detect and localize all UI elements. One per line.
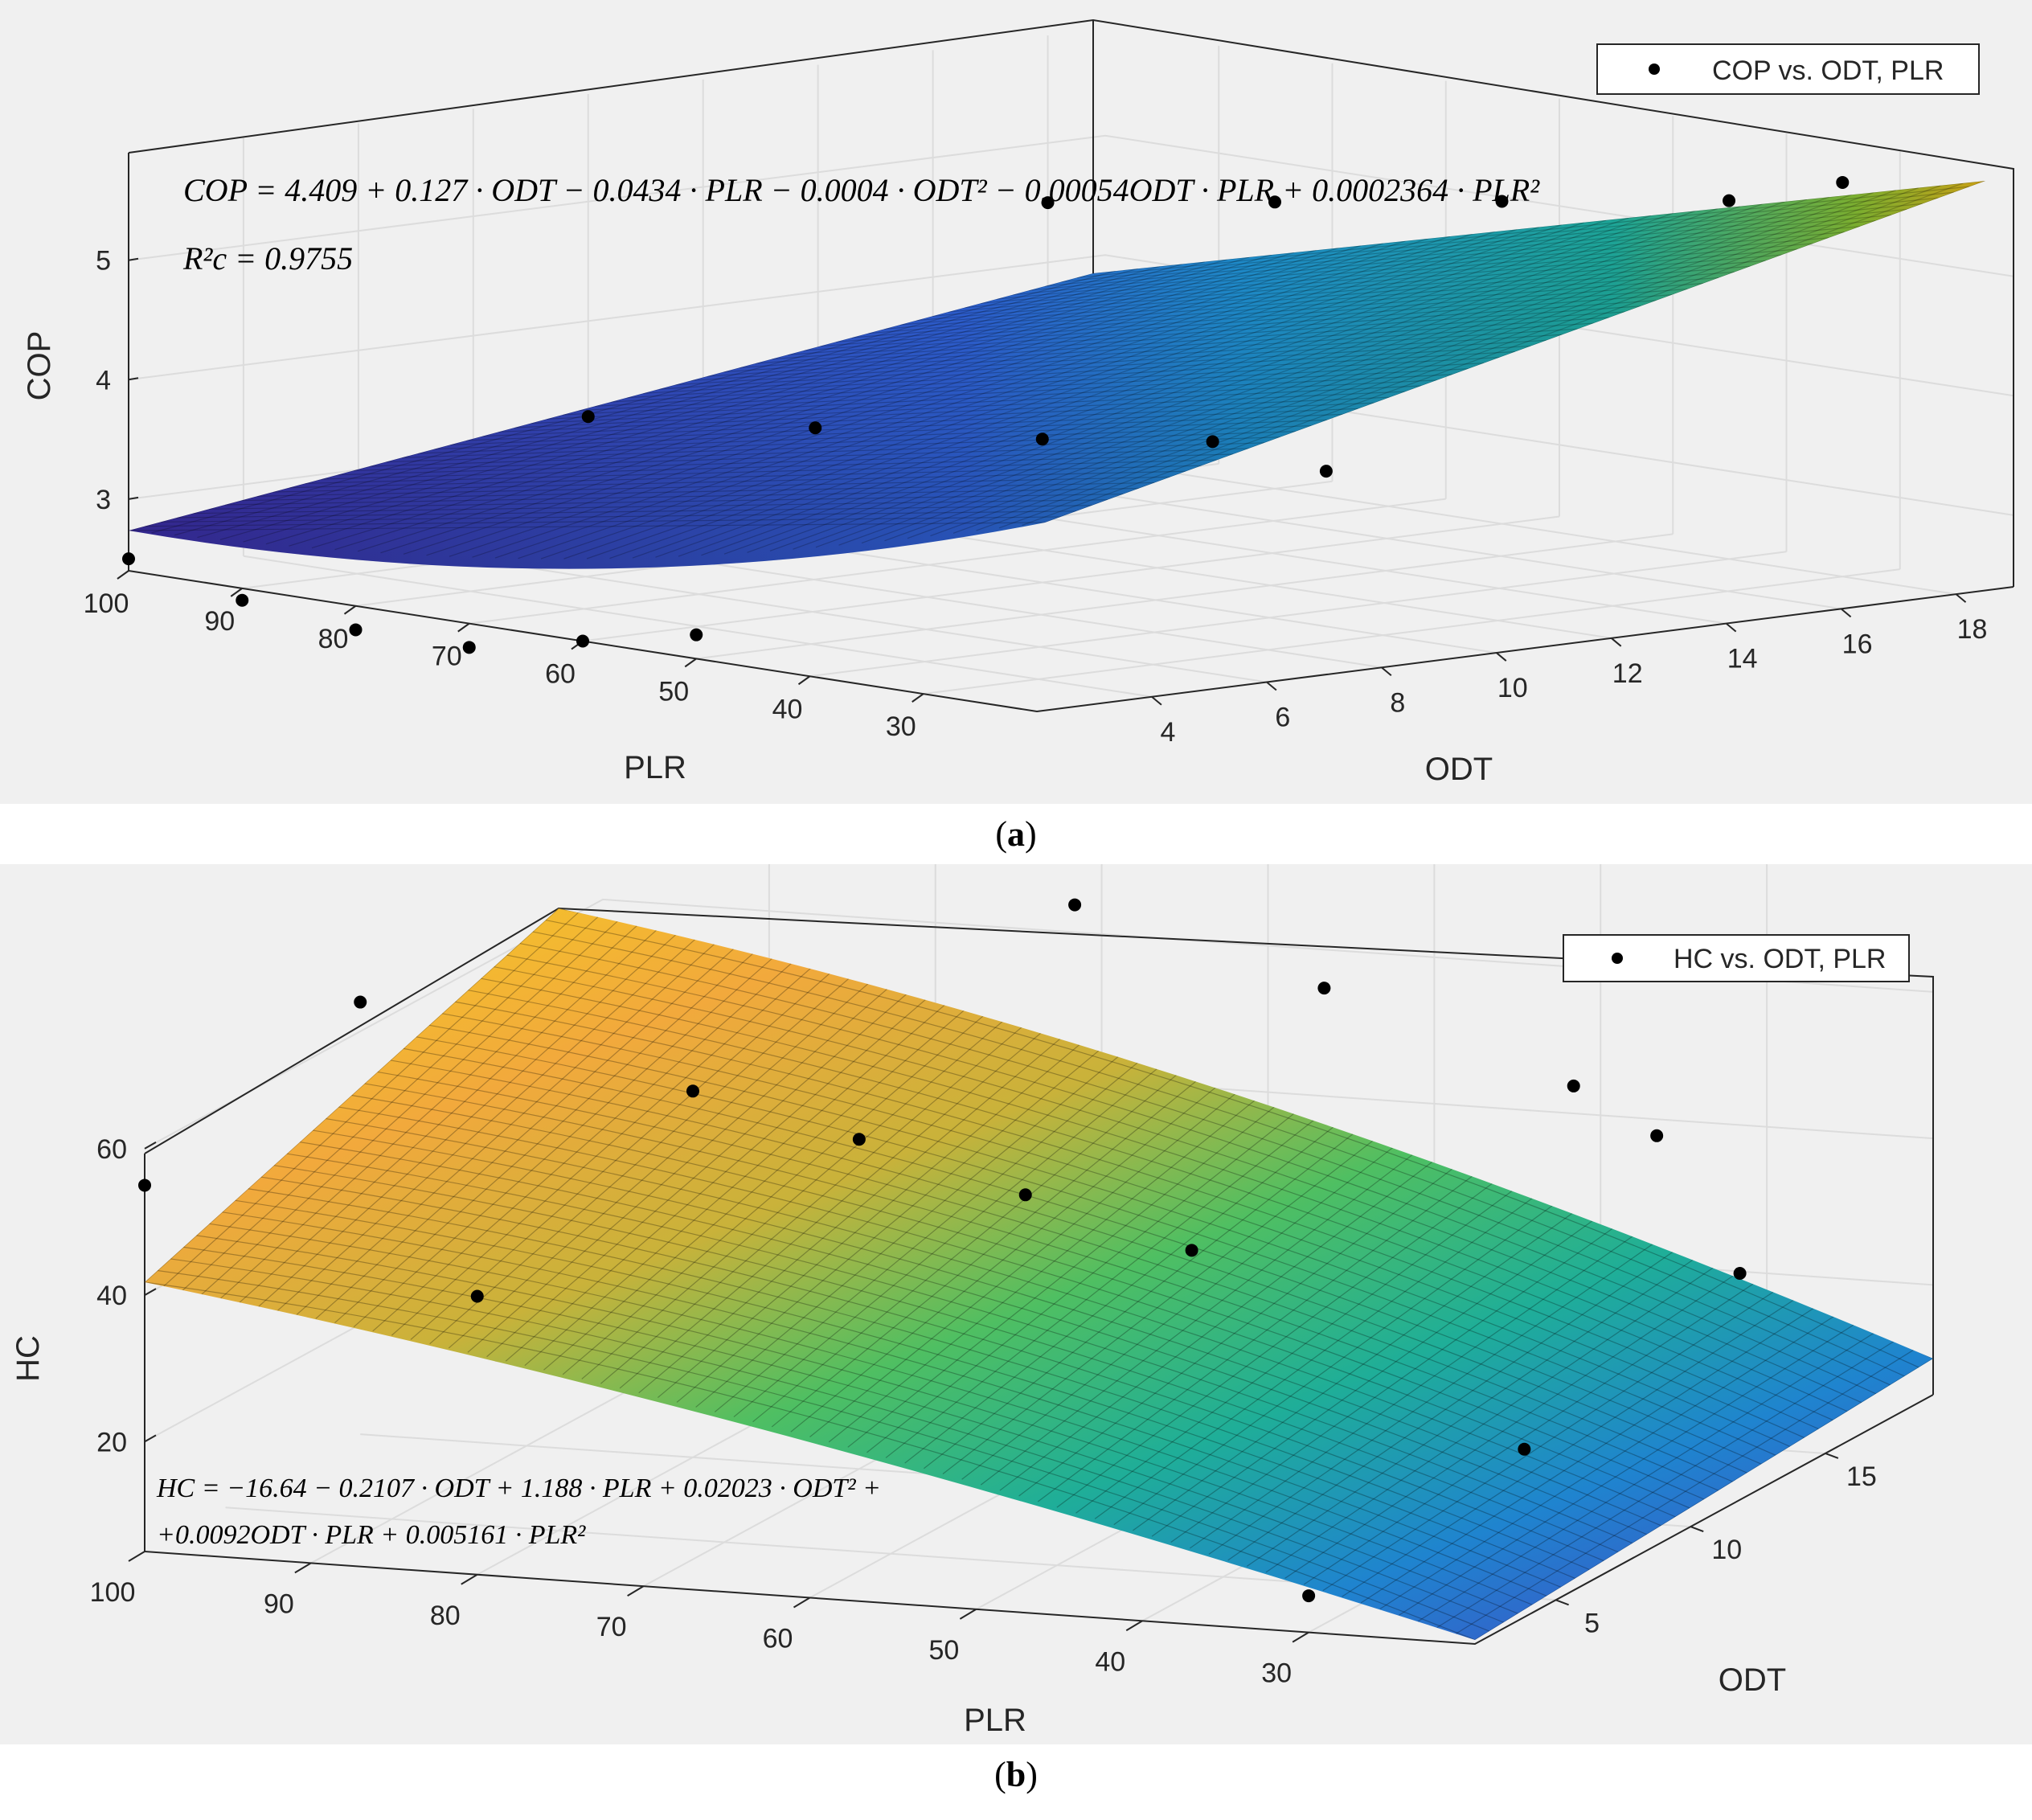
- z-tick-label-a: 3: [96, 485, 111, 515]
- data-point-a: [1206, 435, 1219, 449]
- plr-tick-label-a: 80: [318, 624, 349, 654]
- data-point-b: [1068, 898, 1082, 912]
- plr-tick-label-a: 60: [545, 659, 576, 690]
- data-point-b: [138, 1178, 151, 1192]
- plr-tick-label-a: 70: [432, 642, 462, 672]
- data-point-b: [1302, 1589, 1316, 1603]
- plr-tick-label-b: 40: [1095, 1646, 1125, 1677]
- legend-label-b: HC vs. ODT, PLR: [1674, 944, 1886, 974]
- z-tick-label-a: 5: [96, 246, 111, 277]
- data-points-a: [122, 175, 1850, 654]
- plr-tick-label-a: 90: [204, 606, 235, 637]
- data-point-b: [686, 1084, 699, 1098]
- odt-tick-label-a: 4: [1160, 717, 1175, 748]
- data-point-a: [809, 421, 822, 435]
- legend-marker-b: [1612, 953, 1623, 964]
- data-point-b: [1567, 1079, 1580, 1092]
- caption-b: (b): [994, 1755, 1038, 1794]
- z-tick-label-b: 40: [96, 1281, 127, 1311]
- data-point-a: [1836, 175, 1850, 189]
- z-tick-label-b: 20: [96, 1427, 127, 1457]
- chart-panel-b: 20 40 60 100 90 80 70 60 50 40 30 5 10 15 HC PLR ODT …: [0, 864, 2032, 1744]
- odt-tick-label-a: 6: [1275, 703, 1290, 733]
- plr-tick-label-b: 70: [596, 1612, 627, 1642]
- data-point-a: [122, 552, 135, 566]
- data-point-a: [690, 628, 703, 642]
- data-point-a: [1268, 195, 1282, 209]
- data-point-a: [1041, 196, 1055, 210]
- data-point-b: [1317, 982, 1331, 995]
- data-point-b: [1650, 1129, 1664, 1142]
- odt-tick-label-b: 10: [1711, 1535, 1742, 1565]
- odt-tick-label-a: 10: [1497, 673, 1528, 703]
- z-tick-label-b: 60: [96, 1134, 127, 1165]
- data-point-a: [576, 634, 589, 648]
- data-point-b: [354, 995, 367, 1009]
- data-point-a: [1495, 195, 1509, 208]
- odt-tick-label-b: 5: [1584, 1608, 1600, 1638]
- plr-tick-label-b: 100: [90, 1577, 136, 1608]
- data-point-a: [236, 593, 249, 607]
- axes-box-b: [144, 907, 1934, 1646]
- plr-tick-label-b: 30: [1261, 1658, 1292, 1689]
- data-point-a: [462, 641, 476, 654]
- data-point-a: [1035, 432, 1049, 446]
- plr-axis-label-b: PLR: [964, 1703, 1026, 1738]
- odt-tick-label-a: 16: [1842, 629, 1873, 659]
- z-axis-label-b: HC: [10, 1335, 46, 1382]
- data-point-b: [1518, 1442, 1531, 1456]
- hc-fit-equation-line1: HC = −16.64 − 0.2107 · ODT + 1.188 · PLR…: [156, 1474, 881, 1503]
- data-points-b: [138, 898, 1747, 1603]
- odt-axis-label-a: ODT: [1425, 752, 1493, 787]
- odt-tick-label-a: 18: [1957, 614, 1988, 645]
- data-point-a: [1319, 465, 1333, 478]
- cop-fit-surface: [129, 181, 1985, 569]
- data-point-b: [1018, 1188, 1032, 1202]
- data-point-b: [1733, 1266, 1747, 1280]
- data-point-b: [470, 1289, 484, 1303]
- hc-fit-surface: [145, 908, 1933, 1640]
- plr-axis-label-a: PLR: [624, 750, 686, 785]
- data-point-a: [581, 410, 595, 424]
- odt-axis-label-b: ODT: [1719, 1662, 1786, 1698]
- r-squared-label: R²c = 0.9755: [182, 240, 353, 277]
- legend-a: COP vs. ODT, PLR: [1596, 43, 1980, 95]
- plr-tick-label-b: 60: [763, 1624, 793, 1654]
- plr-tick-label-b: 80: [430, 1601, 461, 1631]
- legend-marker-a: [1649, 64, 1660, 75]
- odt-tick-label-a: 8: [1390, 687, 1405, 718]
- plr-tick-label-a: 100: [84, 588, 129, 619]
- legend-b: HC vs. ODT, PLR: [1563, 934, 1910, 982]
- chart-panel-a: 3 4 5 100 90 80 70 60 50 40 30 4 6 8 10 12 14 16 18 COP PL…: [0, 0, 2032, 804]
- data-point-b: [1185, 1244, 1198, 1257]
- plr-tick-label-b: 50: [928, 1635, 959, 1666]
- odt-tick-label-a: 14: [1727, 644, 1758, 674]
- cop-surface-plot: 3 4 5 100 90 80 70 60 50 40 30 4 6 8 10 12 14 16 18 COP PL…: [22, 18, 2014, 787]
- odt-tick-label-b: 15: [1846, 1461, 1877, 1492]
- data-point-a: [349, 623, 363, 637]
- data-point-b: [852, 1133, 866, 1146]
- data-point-a: [1723, 194, 1736, 207]
- plr-tick-label-b: 90: [264, 1588, 294, 1619]
- odt-tick-label-a: 12: [1612, 658, 1643, 689]
- hc-fit-equation-line2: +0.0092ODT · PLR + 0.005161 · PLR²: [157, 1520, 586, 1550]
- caption-a: (a): [995, 814, 1037, 854]
- plr-tick-label-a: 30: [886, 711, 916, 742]
- cop-fit-equation: COP = 4.409 + 0.127 · ODT − 0.0434 · PLR…: [183, 172, 1540, 208]
- z-axis-label-a: COP: [22, 331, 57, 401]
- legend-label-a: COP vs. ODT, PLR: [1712, 55, 1944, 86]
- plr-tick-label-a: 40: [772, 694, 803, 724]
- z-tick-label-a: 4: [96, 365, 111, 396]
- plr-tick-label-a: 50: [658, 676, 689, 707]
